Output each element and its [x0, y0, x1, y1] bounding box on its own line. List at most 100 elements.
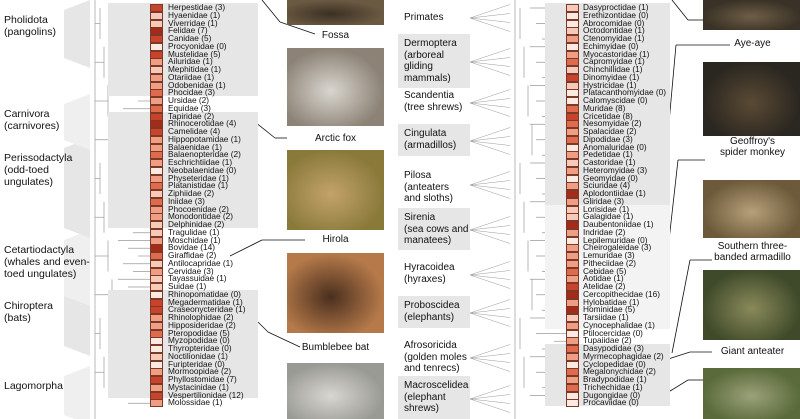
right-family-label: Cynocephalidae (1)	[583, 319, 655, 330]
right-order-label: Afrosoricida (golden moles and tenrecs)	[404, 340, 467, 374]
left-family-label: Suidae (1)	[168, 281, 207, 291]
left-family-label: Camelidae (4)	[168, 126, 221, 136]
right-order-fan	[469, 57, 511, 63]
left-risk-square	[150, 383, 163, 392]
right-risk-square	[566, 166, 579, 175]
right-family-label: Platacanthomyidae (0)	[583, 87, 667, 98]
right-order-label: Primates	[404, 12, 444, 23]
right-family-label: Lorisidae (1)	[583, 203, 630, 214]
left-risk-square	[150, 151, 163, 160]
left-risk-square	[150, 50, 163, 59]
right-order-fan	[469, 98, 511, 104]
left-risk-square	[150, 329, 163, 338]
left-family-label: Ursidae (2)	[168, 95, 210, 105]
right-family-label: Lemuridae (3)	[583, 250, 635, 260]
left-risk-square	[150, 213, 163, 222]
left-order-band	[108, 3, 258, 96]
left-risk-square	[150, 244, 163, 253]
left-risk-square	[150, 58, 163, 67]
right-order-label: Hyracoidea (hyraxes)	[404, 262, 455, 285]
left-family-label: Phocoenidae (2)	[168, 203, 229, 214]
right-risk-square	[566, 128, 579, 136]
right-risk-square	[566, 73, 579, 82]
right-risk-square	[566, 151, 579, 160]
right-family-label: Cercopithecidae (16)	[583, 288, 661, 299]
left-order-band	[108, 111, 258, 228]
armadillo-pointer	[671, 259, 691, 354]
left-risk-square	[150, 190, 163, 198]
right-order-fan	[469, 229, 511, 244]
hirola-pointer	[229, 239, 263, 257]
right-order-fan	[469, 274, 511, 289]
right-risk-square	[566, 368, 579, 377]
right-order-fan	[469, 394, 511, 400]
bat-pointer	[267, 331, 301, 348]
right-family-label: Spalacidae (2)	[583, 126, 637, 136]
right-order-fan	[469, 385, 511, 400]
right-family-label: Bradypodidae (1)	[583, 374, 647, 384]
right-family-label: Procaviidae (0)	[583, 397, 639, 408]
left-risk-square	[150, 368, 163, 377]
right-family-label: Cebidae (5)	[583, 265, 627, 276]
arctic-fox-photo	[287, 48, 384, 126]
right-family-label: Atelidae (2)	[583, 281, 626, 291]
right-risk-square	[566, 143, 579, 152]
right-family-label: Cricetidae (8)	[583, 110, 633, 121]
right-order-label: Pilosa (anteaters and sloths)	[404, 170, 453, 204]
left-family-label: Otariidae (1)	[168, 71, 215, 82]
right-risk-square	[566, 27, 579, 36]
left-family-label: Myzopodidae (0)	[168, 335, 230, 346]
left-family-label: Rhinolophidae (2)	[168, 312, 234, 322]
right-family-label: Gliridae (3)	[583, 195, 625, 206]
fossa-pointer	[261, 0, 281, 23]
right-order-fan	[469, 398, 511, 413]
mid-photo-label: Fossa	[321, 30, 350, 41]
left-risk-square	[150, 19, 163, 28]
right-family-label: Galagidae (1)	[583, 211, 634, 222]
left-risk-square	[150, 4, 163, 12]
left-family-label: Furipteridae (0)	[168, 358, 225, 369]
rodent-pointer	[671, 0, 689, 21]
right-risk-square	[566, 159, 579, 167]
right-order-fan	[469, 180, 511, 186]
left-family-label: Delphinidae (2)	[168, 219, 225, 229]
left-risk-square	[150, 360, 163, 369]
right-family-label: Cheirogaleidae (3)	[583, 242, 652, 253]
right-family-label: Cyclopedidae (0)	[583, 358, 646, 369]
right-family-label: Dasyproctidae (1)	[583, 2, 649, 12]
right-risk-square	[566, 66, 579, 74]
right-risk-square	[566, 89, 579, 98]
left-risk-square	[150, 166, 163, 175]
right-order-fan	[469, 61, 511, 76]
right-order-fan	[469, 4, 511, 19]
right-order-fan	[469, 171, 511, 186]
left-risk-square	[150, 97, 163, 105]
left-family-label: Procyonidae (0)	[168, 40, 227, 51]
right-family-label: Hystricidae (1)	[583, 79, 637, 90]
left-order-label: Carnivora (carnivores)	[4, 108, 60, 132]
right-order-fan	[469, 398, 511, 404]
right-risk-square	[566, 120, 579, 129]
right-family-label: Chinchillidae (1)	[583, 64, 643, 74]
right-risk-square	[566, 205, 579, 214]
left-risk-square	[150, 120, 163, 129]
left-order-funnel	[64, 138, 90, 238]
left-order-funnel	[64, 94, 90, 150]
left-family-label: Noctilionidae (1)	[168, 350, 228, 361]
left-risk-square	[150, 182, 163, 191]
right-photo-label: Giant anteater	[720, 346, 785, 357]
left-family-label: Tayassuidae (1)	[168, 273, 227, 284]
right-order-band	[398, 34, 470, 88]
right-order-band	[398, 124, 470, 156]
left-order-funnel	[64, 366, 90, 419]
left-family-label: Felidae (7)	[168, 25, 208, 36]
left-family-label: Physeteridae (1)	[168, 172, 229, 183]
left-family-label: Mustelidae (5)	[168, 48, 221, 59]
aye-aye-photo	[703, 62, 800, 136]
left-risk-square	[150, 143, 163, 152]
right-order-fan	[469, 102, 511, 108]
left-family-label: Rhinopomatidae (0)	[168, 288, 241, 299]
right-family-label: Geomyidae (0)	[583, 172, 638, 183]
left-family-label: Phocidae (3)	[168, 87, 216, 98]
right-risk-square	[566, 197, 579, 206]
